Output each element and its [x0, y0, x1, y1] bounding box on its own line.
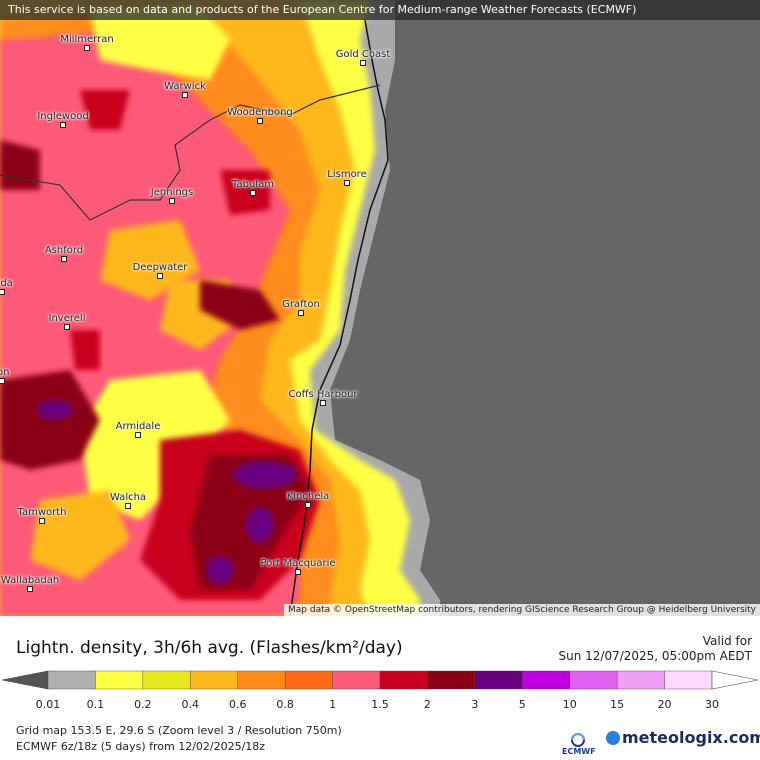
- place-marker: [157, 273, 163, 279]
- place-label: on: [0, 367, 10, 378]
- meteologix-logo[interactable]: meteologix.com: [606, 728, 760, 747]
- scale-swatch: [427, 670, 476, 690]
- place-label: Gold Coast: [335, 49, 391, 60]
- scale-tick-label: 0.8: [276, 698, 294, 711]
- place-marker: [344, 180, 350, 186]
- place-label: Jennings: [150, 187, 194, 198]
- scale-arrow-low: [1, 670, 49, 690]
- place-label: Warwick: [164, 81, 206, 92]
- place-label: Port Macquarie: [260, 558, 336, 569]
- place-label: Tamworth: [17, 507, 67, 518]
- place-marker: [0, 378, 5, 384]
- place-label: Tabulam: [232, 179, 274, 190]
- place-label: Woodenbong: [227, 107, 293, 118]
- scale-tick-label: 2: [423, 698, 431, 711]
- place-label: Ashford: [44, 245, 84, 256]
- lightning-density-layer: [0, 0, 440, 616]
- valid-date: Sun 12/07/2025, 05:00pm AEDT: [558, 649, 753, 663]
- scale-swatch: [95, 670, 144, 690]
- scale-swatch: [47, 670, 96, 690]
- place-label: Inverell: [48, 313, 86, 324]
- scale-tick-label: 30: [705, 698, 719, 711]
- place-marker: [84, 45, 90, 51]
- scale-tick-label: 5: [518, 698, 526, 711]
- place-marker: [125, 503, 131, 509]
- ecmwf-banner: This service is based on data and produc…: [0, 0, 760, 20]
- place-marker: [27, 586, 33, 592]
- ecmwf-logo-icon: [571, 733, 585, 747]
- scale-swatch: [569, 670, 618, 690]
- meteologix-drop-icon: [606, 731, 620, 745]
- scale-swatch: [522, 670, 570, 690]
- scale-swatch: [332, 670, 381, 690]
- scale-arrow-high: [711, 670, 759, 690]
- meteologix-brand: meteologix.com: [622, 728, 760, 747]
- place-label: ilda: [0, 278, 13, 289]
- scale-tick-label: 0.2: [134, 698, 152, 711]
- place-label: Inglewood: [37, 111, 89, 122]
- scale-swatch: [284, 670, 333, 690]
- place-marker: [61, 256, 67, 262]
- scale-swatch: [190, 670, 238, 690]
- place-marker: [305, 502, 311, 508]
- legend-panel: Lightn. density, 3h/6h avg. (Flashes/km²…: [0, 616, 760, 760]
- color-scale: [1, 670, 759, 690]
- scale-tick-label: 1.5: [371, 698, 389, 711]
- place-label: Wallabadah: [0, 575, 60, 586]
- place-marker: [169, 198, 175, 204]
- place-marker: [60, 122, 66, 128]
- scale-tick-label: 0.1: [86, 698, 105, 711]
- place-label: Millmerran: [60, 34, 114, 45]
- scale-tick-label: 20: [657, 698, 672, 711]
- place-marker: [0, 289, 5, 295]
- place-marker: [298, 310, 304, 316]
- place-label: Walcha: [109, 492, 147, 503]
- scale-swatch: [142, 670, 191, 690]
- scale-swatch: [616, 670, 665, 690]
- map-view[interactable]: Millmerran Gold Coast Warwick Inglewood Wood…: [0, 0, 760, 616]
- place-marker: [182, 92, 188, 98]
- grid-info: Grid map 153.5 E, 29.6 S (Zoom level 3 /…: [16, 724, 342, 737]
- place-marker: [135, 432, 141, 438]
- scale-tick-label: 0.01: [35, 698, 61, 711]
- scale-tick-label: 3: [471, 698, 479, 711]
- place-label: Coffs Harbour: [288, 389, 358, 400]
- place-marker: [64, 324, 70, 330]
- map-attribution[interactable]: Map data © OpenStreetMap contributors, r…: [284, 604, 760, 616]
- scale-swatch: [379, 670, 428, 690]
- scale-tick-label: 10: [562, 698, 577, 711]
- place-label: Deepwater: [132, 262, 188, 273]
- model-info: ECMWF 6z/18z (5 days) from 12/02/2025/18…: [16, 740, 266, 753]
- scale-tick-label: 15: [610, 698, 625, 711]
- scale-swatch: [474, 670, 523, 690]
- legend-title: Lightn. density, 3h/6h avg. (Flashes/km²…: [16, 638, 403, 658]
- place-marker: [320, 400, 326, 406]
- place-marker: [250, 190, 256, 196]
- place-marker: [295, 569, 301, 575]
- scale-tick-label: 1: [329, 698, 337, 711]
- place-label: Kinchela: [286, 491, 330, 502]
- place-label: Lismore: [327, 169, 367, 180]
- place-label: Armidale: [115, 421, 161, 432]
- scale-tick-label: 0.6: [228, 698, 247, 711]
- ecmwf-logo-text: ECMWF: [562, 747, 596, 756]
- scale-swatch: [237, 670, 286, 690]
- valid-label: Valid for: [702, 634, 752, 648]
- place-marker: [257, 118, 263, 124]
- place-marker: [360, 60, 366, 66]
- place-label: Grafton: [282, 299, 320, 310]
- place-marker: [39, 518, 45, 524]
- scale-tick-label: 0.4: [181, 698, 200, 711]
- scale-swatch: [664, 670, 713, 690]
